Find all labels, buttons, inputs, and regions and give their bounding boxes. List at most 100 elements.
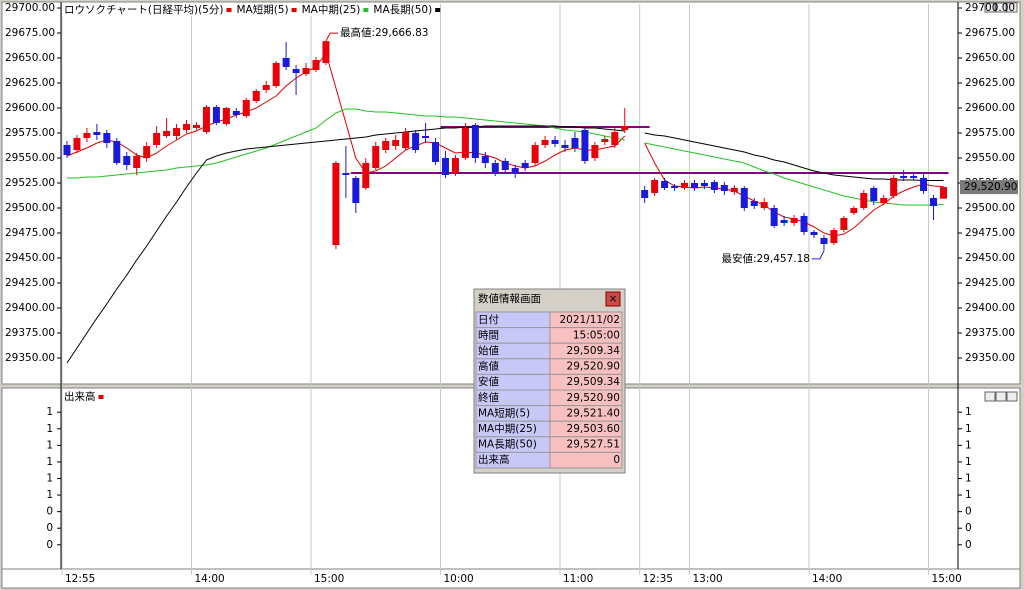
info-close-button[interactable]: [605, 291, 621, 307]
candle-body: [103, 133, 111, 143]
candle-body: [581, 130, 589, 161]
info-value: 29,527.51: [567, 439, 620, 451]
legend-marker: [435, 8, 441, 12]
info-value: 29,509.34: [567, 345, 621, 357]
restore-button[interactable]: [995, 2, 1007, 13]
candle-body: [571, 138, 579, 148]
info-key: MA短期(5): [478, 406, 530, 419]
candle-body: [432, 142, 440, 162]
close-panel-button[interactable]: [1006, 391, 1018, 402]
candle-body: [641, 190, 649, 198]
ma-line: [66, 125, 625, 364]
info-key: 出来高: [478, 453, 510, 466]
y-tick-label: 29400.00: [5, 302, 55, 314]
candle-body: [352, 178, 360, 203]
candle-body: [870, 188, 878, 201]
candle-body: [531, 145, 539, 163]
y-tick-label: 29550.00: [5, 152, 55, 164]
panel-buttons[interactable]: [984, 2, 1018, 402]
candle-body: [362, 163, 370, 188]
candle-body: [481, 156, 489, 163]
y-tick-label: 1: [46, 423, 53, 435]
legend-label: MA長期(50): [373, 4, 432, 16]
time-axis: [1, 568, 1021, 589]
candle-body: [720, 185, 728, 191]
candle-body: [730, 188, 738, 192]
y-tick-label-right: 29625.00: [965, 77, 1015, 89]
candle-body: [471, 125, 479, 158]
candle-body: [372, 146, 380, 168]
candle-body: [800, 216, 808, 232]
y-tick-label-right: 29600.00: [965, 102, 1015, 114]
candle-body: [451, 158, 459, 173]
candle-body: [133, 156, 141, 168]
candle-body: [591, 145, 599, 158]
legend-marker: [98, 395, 104, 399]
legend-marker: [291, 8, 297, 12]
candle-body: [163, 131, 171, 136]
y-tick-label: 29450.00: [5, 252, 55, 264]
candle-body: [690, 183, 698, 188]
low-label: 最安値:29,457.18: [721, 252, 809, 265]
last-price-tag: [960, 180, 1018, 195]
y-tick-label: 0: [46, 539, 53, 551]
info-close-label[interactable]: ×: [609, 293, 618, 305]
candle-body: [113, 141, 121, 163]
candle-body: [153, 133, 161, 145]
candle-body: [770, 208, 778, 226]
candle-body: [790, 218, 798, 223]
info-window: 数値情報画面 × 日付 2021/11/02 時間 15:05:00 始値 29,509.34…: [473, 288, 626, 474]
legend-label: 出来高: [64, 390, 96, 403]
low-leader: [811, 250, 825, 260]
candle-body: [850, 208, 858, 213]
candle-body: [740, 188, 748, 208]
y-tick-label: 1: [46, 439, 53, 451]
candle-body: [681, 183, 689, 188]
high-label: 最高値:29,666.83: [340, 26, 428, 39]
candle-body: [700, 183, 708, 186]
candle-body: [282, 58, 290, 67]
candle-body: [382, 141, 390, 150]
info-window-title: 数値情報画面: [478, 292, 541, 305]
y-tick-label: 29500.00: [5, 202, 55, 214]
candle-body: [521, 163, 529, 168]
candle-body: [461, 128, 469, 158]
info-key: 高値: [478, 360, 499, 373]
candle-body: [930, 198, 938, 206]
y-tick-label-right: 29475.00: [965, 227, 1015, 239]
y-tick-label-right: 29400.00: [965, 302, 1015, 314]
candle-body: [611, 132, 619, 145]
y-tick-label-right: 0: [965, 506, 972, 518]
candle-body: [710, 182, 718, 190]
candle-body: [501, 161, 509, 170]
y-tick-label-right: 1: [965, 473, 972, 485]
candle-body: [661, 181, 669, 188]
legend-label: MA中期(25): [302, 3, 361, 16]
legend-label: ロウソクチャート(日経平均)(5分): [64, 3, 223, 16]
x-tick-label: 15:00: [932, 573, 962, 585]
info-key: 終値: [478, 391, 499, 404]
y-tick-label: 29425.00: [5, 277, 55, 289]
y-tick-label: 29700.00: [5, 2, 55, 14]
minimize-button[interactable]: [984, 2, 996, 13]
x-tick-label: 11:00: [563, 573, 593, 585]
candle-body: [83, 133, 91, 138]
y-tick-label: 1: [46, 489, 53, 501]
ma-line: [644, 142, 944, 206]
candle-body: [143, 146, 151, 158]
info-key: 安値: [478, 375, 499, 388]
y-tick-label-right: 0: [965, 522, 972, 534]
y-tick-label: 29600.00: [5, 102, 55, 114]
candle-body: [750, 201, 758, 206]
info-key: 時間: [478, 329, 499, 341]
y-tick-label-right: 1: [965, 406, 972, 418]
candle-body: [93, 132, 101, 135]
candle-body: [491, 163, 499, 173]
close-panel-button[interactable]: [1006, 2, 1018, 13]
y-tick-label: 29475.00: [5, 227, 55, 239]
y-tick-label: 29625.00: [5, 77, 55, 89]
restore-button[interactable]: [995, 391, 1007, 402]
info-key: 日付: [478, 313, 499, 326]
minimize-button[interactable]: [984, 391, 996, 402]
